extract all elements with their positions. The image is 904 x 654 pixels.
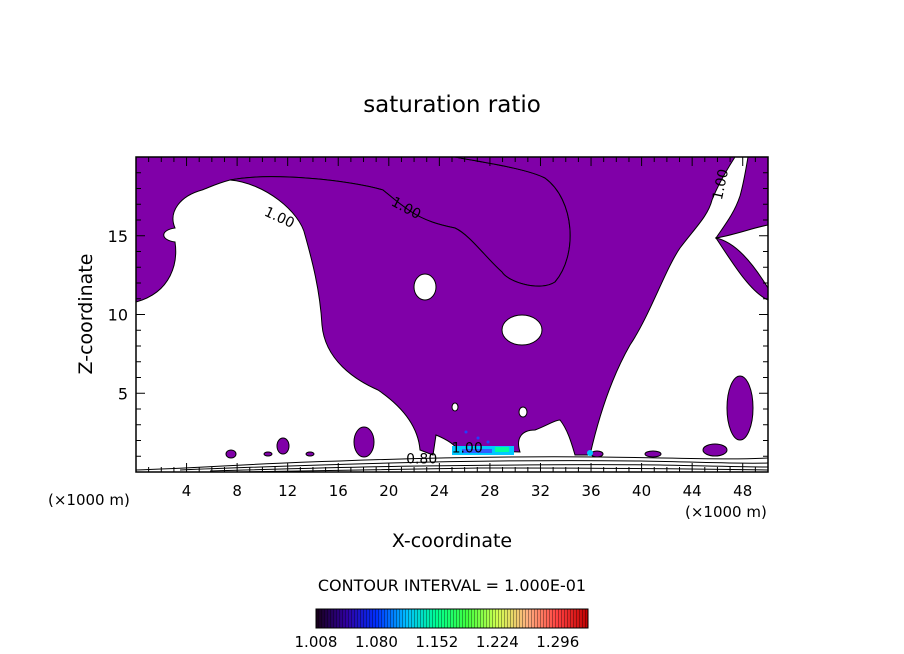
- x-tick-label: 40: [632, 482, 651, 500]
- chart-title: saturation ratio: [363, 92, 541, 118]
- colorbar-hatch: [316, 609, 588, 628]
- colorbar-tick-label: 1.224: [476, 633, 519, 651]
- plot-area: [136, 157, 768, 472]
- contour-blob-3: [225, 449, 237, 459]
- colorbar-labels: 1.008 1.080 1.152 1.224 1.296: [295, 633, 580, 651]
- x-tick-label: 48: [733, 482, 752, 500]
- contour-fill-right-top: [714, 157, 768, 239]
- x-tick-label: 28: [480, 482, 499, 500]
- contour-blob-1: [276, 437, 290, 455]
- colorbar: 1.008 1.080 1.152 1.224 1.296: [295, 608, 589, 651]
- contour-fill-right-mid: [714, 237, 768, 301]
- contour-fill-high-core: [462, 449, 492, 453]
- contour-hole-1: [413, 273, 437, 301]
- contour-interval-note: CONTOUR INTERVAL = 1.000E-01: [318, 576, 586, 595]
- x-tick-label: 4: [182, 482, 192, 500]
- x-tick-label: 36: [581, 482, 600, 500]
- contour-hole-4: [518, 406, 528, 418]
- contour-blob-right: [726, 375, 754, 441]
- x-tick-label: 8: [232, 482, 242, 500]
- contour-blob-7: [263, 451, 273, 457]
- contour-lines-surface: [136, 456, 768, 472]
- x-tick-label: 16: [329, 482, 348, 500]
- y-axis: 5 10 15: [108, 172, 768, 457]
- contour-blob-6: [305, 451, 315, 457]
- y-tick-label: 10: [108, 306, 128, 325]
- contour-speck-3: [486, 440, 490, 444]
- contour-hole-2: [501, 314, 543, 346]
- x-tick-label: 20: [379, 482, 398, 500]
- y-tick-label: 5: [118, 384, 128, 403]
- x-tick-label: 32: [531, 482, 550, 500]
- x-axis: 4 8 12 16 20 24 28 32 36 40 44 48: [148, 157, 756, 500]
- contour-fill-center-column: [229, 157, 736, 456]
- contour-blob-4: [702, 443, 728, 457]
- contour-blob-5: [644, 450, 662, 458]
- colorbar-tick-label: 1.080: [355, 633, 398, 651]
- colorbar-tick-label: 1.296: [536, 633, 579, 651]
- x-tick-label: 24: [430, 482, 449, 500]
- x-tick-label: 44: [683, 482, 702, 500]
- contour-label: 1.00: [452, 440, 483, 456]
- contour-label: 1.00: [710, 168, 732, 202]
- contour-speck-1: [464, 430, 468, 434]
- contour-blob-2: [353, 426, 375, 458]
- colorbar-tick-label: 1.152: [415, 633, 458, 651]
- contour-hole-3: [451, 402, 459, 412]
- contour-label: 0.80: [406, 451, 437, 467]
- contour-speck-4: [587, 450, 593, 456]
- contour-speck-2: [476, 436, 480, 440]
- colorbar-tick-label: 1.008: [295, 633, 338, 651]
- contour-fill-high-green: [495, 447, 509, 452]
- x-tick-label: 12: [278, 482, 297, 500]
- x-unit-right: (×1000 m): [685, 503, 767, 521]
- y-tick-label: 15: [108, 227, 128, 246]
- x-unit-left: (×1000 m): [48, 491, 130, 509]
- y-axis-title: Z-coordinate: [75, 254, 97, 375]
- x-axis-title: X-coordinate: [392, 530, 512, 552]
